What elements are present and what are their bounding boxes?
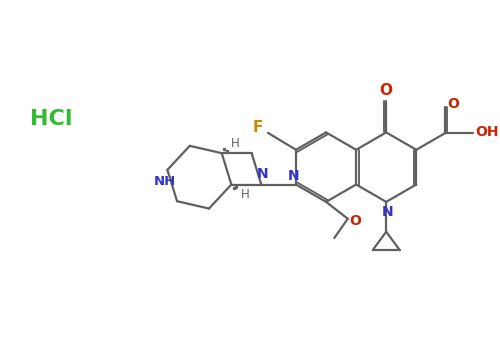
Text: OH: OH — [476, 125, 499, 139]
Text: O: O — [380, 83, 392, 98]
Text: H: H — [240, 188, 249, 201]
Text: H: H — [231, 137, 239, 150]
Text: O: O — [350, 214, 362, 228]
Text: O: O — [448, 97, 460, 111]
Text: HCl: HCl — [30, 109, 72, 129]
Text: NH: NH — [154, 175, 176, 188]
Text: N: N — [288, 169, 300, 183]
Text: F: F — [252, 120, 262, 135]
Text: N: N — [382, 205, 393, 219]
Text: N: N — [256, 167, 268, 181]
